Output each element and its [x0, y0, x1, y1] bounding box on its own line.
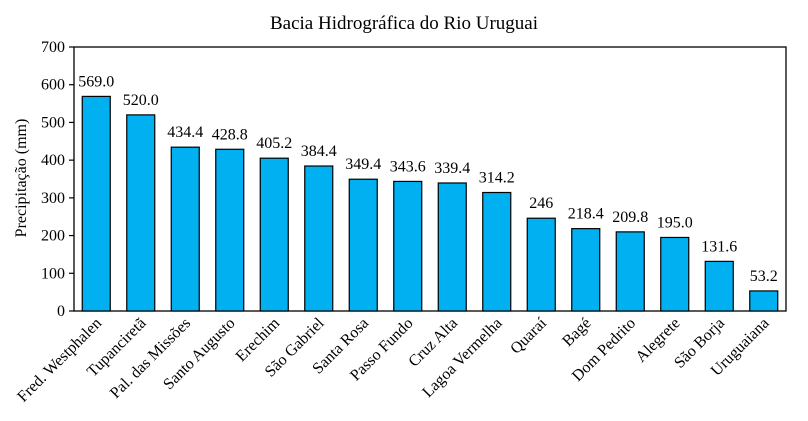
data-label: 246: [529, 195, 553, 212]
bar: [126, 114, 156, 312]
y-tick-label: 300: [41, 190, 65, 207]
x-tick-label: Bagé: [559, 315, 594, 350]
data-label: 343.6: [390, 158, 426, 175]
data-label: 384.4: [301, 143, 337, 160]
y-tick-labels: 0 100 200 300 400 500 600 700: [41, 39, 65, 320]
bar: [393, 180, 423, 312]
y-tick-label: 500: [41, 114, 65, 131]
bar: [526, 217, 556, 312]
data-label: 349.4: [345, 156, 381, 173]
x-tick-label: Quaraí: [507, 314, 550, 357]
bars: [81, 95, 779, 312]
plot-frame: [73, 46, 787, 312]
bar: [749, 290, 779, 312]
y-tick-label: 100: [41, 265, 65, 282]
y-axis-label: Precipitação (mm): [13, 119, 30, 238]
data-label: 339.4: [434, 160, 470, 177]
bar: [571, 228, 601, 312]
bar: [437, 182, 467, 312]
data-label: 405.2: [256, 135, 292, 152]
x-tick-label: Pal. das Missões: [107, 315, 194, 402]
data-label: 434.4: [167, 124, 203, 141]
data-label: 314.2: [479, 170, 515, 187]
y-tick-label: 0: [57, 303, 65, 320]
bar: [348, 178, 378, 312]
bar: [304, 165, 334, 312]
data-label: 131.6: [701, 238, 737, 255]
data-label: 209.8: [612, 209, 648, 226]
y-tick-label: 700: [41, 39, 65, 56]
bar: [615, 231, 645, 312]
y-tick-label: 600: [41, 77, 65, 94]
bar: [704, 260, 734, 312]
y-tick-label: 200: [41, 228, 65, 245]
data-label: 53.2: [750, 268, 778, 285]
chart-title: Bacia Hidrográfica do Rio Uruguai: [270, 13, 538, 34]
x-tick-label: Lagoa Vermelha: [419, 315, 505, 401]
bar: [170, 146, 200, 312]
data-label: 218.4: [568, 206, 604, 223]
data-labels: 569.0 520.0 434.4 428.8 405.2 384.4 349.4 343.6…: [78, 73, 778, 285]
data-label: 195.0: [657, 214, 693, 231]
bar: [215, 148, 245, 312]
bar: [259, 157, 289, 312]
data-label: 520.0: [123, 92, 159, 109]
axes: [69, 46, 787, 312]
bar: [81, 95, 111, 312]
bar: [660, 236, 690, 312]
data-label: 569.0: [78, 73, 114, 90]
data-label: 428.8: [212, 126, 248, 143]
bar: [482, 191, 512, 312]
y-tick-label: 400: [41, 152, 65, 169]
